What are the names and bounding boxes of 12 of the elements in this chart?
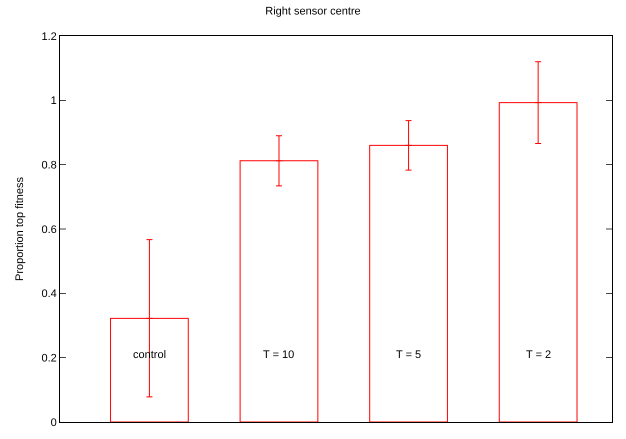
- x-tick-label: T = 5: [396, 349, 422, 361]
- x-tick-label: T = 10: [263, 349, 294, 361]
- x-tick-label: T = 2: [526, 349, 552, 361]
- y-tick-label: 0.2: [42, 352, 57, 365]
- y-tick-label: 0.8: [42, 160, 57, 172]
- chart-title: Right sensor centre: [265, 5, 361, 18]
- y-tick-label: 0.4: [42, 288, 57, 300]
- y-axis-title: Proportion top fitness: [14, 176, 26, 281]
- y-tick-label: 0.6: [42, 224, 57, 236]
- y-tick-label: 0: [50, 416, 57, 429]
- y-tick-label: 1: [50, 95, 57, 108]
- y-tick-label: 1.2: [42, 30, 57, 43]
